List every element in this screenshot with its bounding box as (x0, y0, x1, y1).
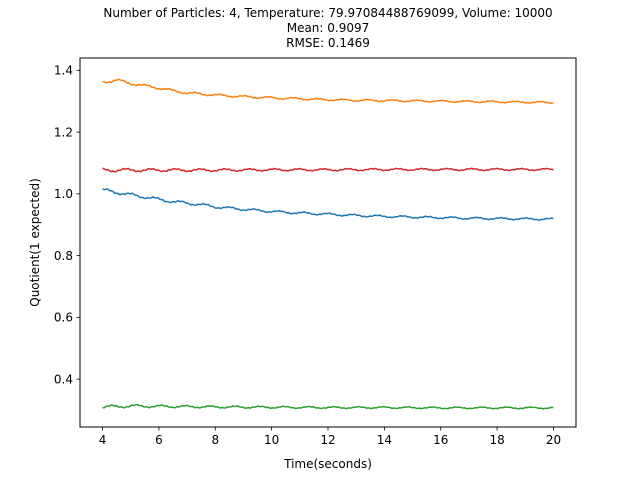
y-tick-label: 1.0 (54, 187, 73, 201)
plot-lines (102, 78, 554, 410)
chart-title-line-2: Mean: 0.9097 (287, 21, 370, 35)
chart-title-line-3: RMSE: 0.1469 (286, 36, 370, 50)
chart-title-line-1: Number of Particles: 4, Temperature: 79.… (103, 6, 552, 20)
series-line-4 (102, 403, 554, 410)
y-tick-label: 1.2 (54, 125, 73, 139)
y-axis-label: Quotient(1 expected) (28, 178, 42, 307)
y-tick-label: 0.4 (54, 372, 73, 386)
x-tick-label: 20 (546, 433, 561, 447)
series-line-2 (102, 167, 554, 173)
series-line-1 (102, 78, 554, 104)
y-tick-label: 0.8 (54, 249, 73, 263)
x-tick-label: 14 (377, 433, 392, 447)
y-axis-ticks: 0.4 0.6 0.8 1.0 1.2 1.4 (54, 64, 80, 386)
x-tick-label: 6 (155, 433, 163, 447)
x-tick-label: 10 (264, 433, 279, 447)
x-tick-label: 16 (433, 433, 448, 447)
x-axis-label: Time(seconds) (283, 457, 372, 471)
y-tick-label: 0.6 (54, 311, 73, 325)
x-tick-label: 12 (320, 433, 335, 447)
y-tick-label: 1.4 (54, 64, 73, 78)
x-tick-label: 18 (489, 433, 504, 447)
x-axis-ticks: 4 6 8 10 12 14 16 18 20 (99, 427, 561, 447)
series-line-3 (102, 188, 554, 221)
x-tick-label: 8 (211, 433, 219, 447)
x-tick-label: 4 (99, 433, 107, 447)
